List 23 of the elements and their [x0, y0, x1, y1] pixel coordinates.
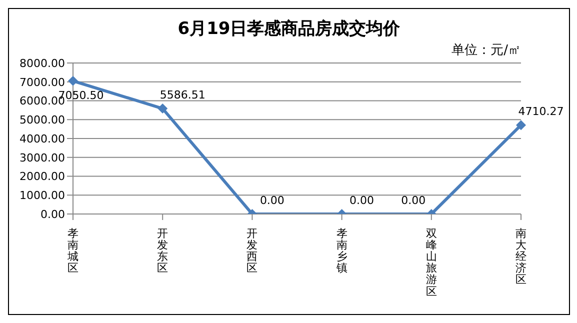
y-tick-label: 7000.00 — [20, 76, 65, 89]
point — [158, 104, 168, 114]
x-tick-label: 孝南城区 — [66, 227, 78, 275]
data-label: 5586.51 — [160, 88, 206, 102]
y-tick-label: 0.00 — [40, 208, 65, 221]
data-label: 0.00 — [401, 194, 426, 207]
text: 单位：元/㎡ — [452, 42, 521, 59]
x-tick-label: 双峰山旅游区 — [426, 227, 437, 298]
data-label: 4710.27 — [518, 105, 564, 118]
y-tick-label: 4000.00 — [20, 132, 65, 146]
y-tick-label: 5000.00 — [20, 114, 65, 127]
chart-title: 6月19日孝感商品房成交均价 — [176, 18, 402, 40]
x-tick-label: 开发东区 — [157, 227, 168, 275]
y-tick-label: 1000.00 — [20, 189, 65, 202]
x-tick-label: 南大经济区 — [516, 227, 526, 286]
x-tick-label: 孝南乡镇 — [335, 227, 348, 275]
y-tick-label: 8000.00 — [20, 56, 65, 70]
data-label: 0.00 — [260, 194, 284, 207]
y-tick-label: 2000.00 — [20, 170, 65, 184]
data-label: 0.00 — [350, 194, 374, 207]
point — [516, 120, 526, 130]
y-tick-label: 3000.00 — [20, 151, 65, 164]
x-tick-label: 开发西区 — [246, 227, 258, 275]
